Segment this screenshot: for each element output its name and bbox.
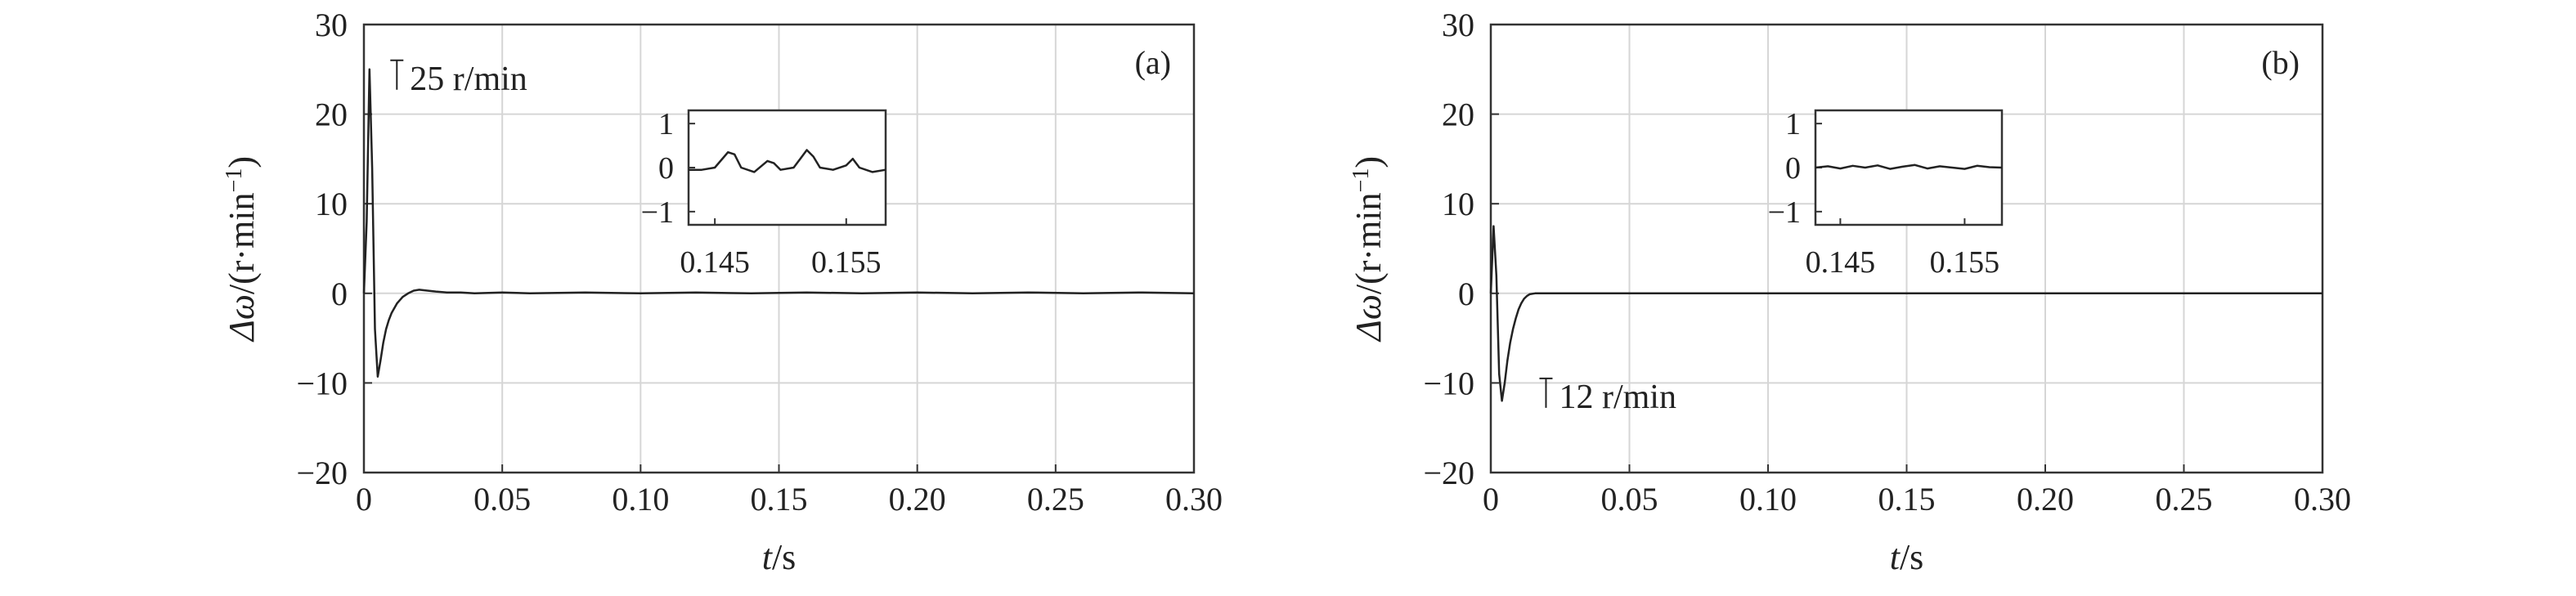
x-axis-unit: /s	[772, 537, 796, 577]
inset-x-tick-label: 0.155	[811, 245, 882, 280]
y-axis-label: Δω/(r·min−1)	[1349, 156, 1389, 343]
x-tick-label: 0	[356, 481, 372, 518]
annotation-label: 12 r/min	[1559, 379, 1676, 416]
y-axis-unit-close: )	[222, 156, 262, 168]
y-tick-label: −20	[296, 455, 348, 491]
y-axis-unit-exponent: −1	[222, 168, 247, 193]
y-tick-label: 0	[1458, 276, 1474, 312]
inset-series-line	[689, 149, 886, 173]
y-tick-label: 10	[315, 186, 348, 222]
x-tick-label: 0.10	[612, 481, 669, 518]
y-axis-unit-exponent: −1	[1349, 168, 1374, 193]
inset-series-line	[1815, 164, 2003, 170]
y-tick-label: 20	[1442, 96, 1474, 133]
x-tick-label: 0	[1483, 481, 1499, 518]
y-tick-label: −10	[296, 365, 348, 401]
x-tick-label: 0.05	[473, 481, 531, 518]
x-tick-label: 0.20	[2017, 481, 2074, 518]
x-tick-label: 0.25	[1027, 481, 1084, 518]
inset-y-tick-label: 0	[658, 151, 674, 186]
x-tick-label: 0.15	[751, 481, 808, 518]
inset-x-tick-label: 0.145	[1806, 245, 1876, 280]
x-tick-label: 0.30	[1165, 481, 1223, 518]
y-axis-variable: Δω	[222, 294, 262, 343]
y-axis-unit-close: )	[1349, 156, 1389, 168]
inset-y-tick-label: 1	[658, 107, 674, 141]
x-tick-label: 0.10	[1739, 481, 1797, 518]
panel-label: (a)	[1135, 44, 1171, 81]
chart-panel-b: 0 0.05 0.10 0.15 0.20 0.25 0.30−20−100102030t/…	[1349, 7, 2352, 577]
x-tick-label: 0.05	[1601, 481, 1658, 518]
x-tick-label: 0.15	[1878, 481, 1936, 518]
inset-y-tick-label: −1	[1768, 195, 1801, 230]
y-tick-label: −10	[1423, 365, 1474, 401]
x-tick-label: 0.20	[889, 481, 946, 518]
y-tick-label: 20	[315, 96, 348, 133]
inset-y-tick-label: 1	[1785, 107, 1801, 141]
annotation-label: 25 r/min	[410, 60, 527, 98]
y-tick-label: 10	[1442, 186, 1474, 222]
inset-x-tick-label: 0.155	[1930, 245, 2000, 280]
x-tick-label: 0.30	[2294, 481, 2351, 518]
y-tick-label: −20	[1423, 455, 1474, 491]
inset-x-tick-label: 0.145	[680, 245, 750, 280]
x-axis-variable: t	[1890, 537, 1901, 577]
chart-panel-a: 0 0.05 0.10 0.15 0.20 0.25 0.30−20−100102030t/…	[222, 7, 1223, 577]
y-tick-label: 0	[331, 276, 348, 312]
series-line	[362, 68, 1195, 378]
x-axis-label: t/s	[762, 537, 797, 577]
y-axis-unit: /(r·min	[1349, 192, 1389, 294]
series-line	[1489, 225, 2322, 402]
y-axis-label: Δω/(r·min−1)	[222, 156, 263, 343]
y-axis-unit: /(r·min	[222, 192, 262, 294]
x-axis-unit: /s	[1900, 537, 1923, 577]
y-axis-variable: Δω	[1349, 294, 1389, 343]
y-tick-label: 30	[1442, 7, 1474, 43]
inset-y-tick-label: 0	[1785, 151, 1801, 186]
panel-label: (b)	[2261, 44, 2300, 81]
y-tick-label: 30	[315, 7, 348, 43]
x-axis-label: t/s	[1890, 537, 1924, 577]
inset-y-tick-label: −1	[641, 195, 674, 230]
inset-frame	[687, 109, 887, 226]
x-axis-variable: t	[762, 537, 774, 577]
x-tick-label: 0.25	[2156, 481, 2213, 518]
